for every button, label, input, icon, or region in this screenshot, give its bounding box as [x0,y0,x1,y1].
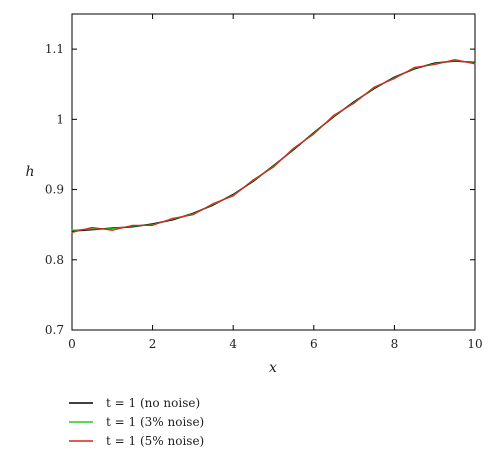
x-tick-label: 4 [229,337,237,351]
y-tick-label: 0.9 [45,183,64,197]
legend-label-3: t = 1 (5% noise) [106,434,204,448]
y-axis-label: h [25,164,34,180]
x-tick-label: 0 [68,337,76,351]
series-layer [71,59,476,233]
y-tick-label: 1 [56,112,64,126]
x-tick-label: 10 [467,337,482,351]
y-tick-label: 0.7 [45,323,64,337]
y-axis-ticks: 0.7 0.8 0.9 1 1.1 [45,42,475,337]
x-axis-label: x [269,360,277,376]
y-tick-label: 1.1 [45,42,64,56]
y-tick-label: 0.8 [45,253,64,267]
legend-label-2: t = 1 (3% noise) [106,415,204,429]
plot-frame [71,13,476,331]
legend-label-1: t = 1 (no noise) [106,396,200,410]
x-tick-label: 8 [391,337,399,351]
legend: t = 1 (no noise) t = 1 (3% noise) t = 1 (5… [69,396,204,448]
plot-area-border [71,13,476,331]
series-line-3 [71,59,476,233]
x-axis-ticks: 0 2 4 6 8 10 [68,14,483,351]
x-tick-label: 2 [149,337,157,351]
x-tick-label: 6 [310,337,318,351]
